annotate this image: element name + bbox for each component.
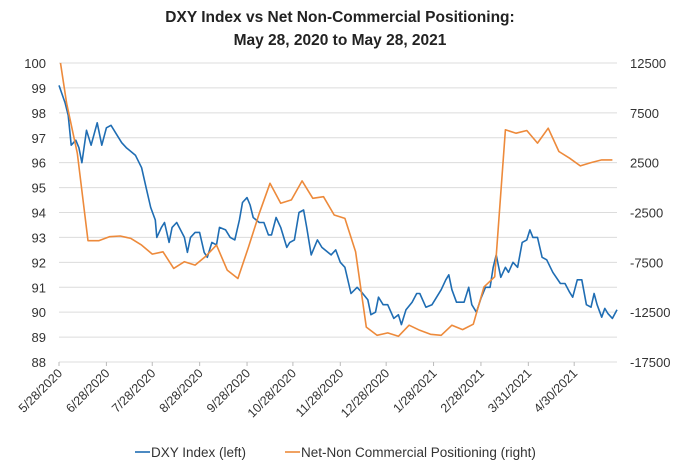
x-tick-label: 7/28/2020 [109, 366, 158, 415]
left-y-tick-label: 96 [32, 156, 46, 171]
left-y-tick-label: 92 [32, 255, 46, 270]
chart-title-line-1: DXY Index vs Net Non-Commercial Position… [165, 9, 515, 26]
right-y-tick-label: 7500 [630, 106, 659, 121]
x-tick-label: 1/28/2021 [390, 366, 439, 415]
left-y-tick-label: 93 [32, 230, 46, 245]
chart-title-line-2: May 28, 2020 to May 28, 2021 [233, 32, 447, 49]
right-y-tick-label: 2500 [630, 156, 659, 171]
left-y-tick-label: 90 [32, 305, 46, 320]
left-y-tick-label: 97 [32, 131, 46, 146]
legend: DXY Index (left) Net-Non Commercial Posit… [135, 445, 536, 460]
x-tick-label: 12/28/2020 [338, 366, 392, 420]
left-y-tick-label: 100 [24, 56, 46, 71]
x-tick-label: 8/28/2020 [157, 366, 206, 415]
right-y-tick-label: -12500 [630, 305, 670, 320]
x-tick-label: 2/28/2021 [438, 366, 487, 415]
legend-label: DXY Index (left) [151, 445, 246, 460]
left-y-axis-ticks: 100 99 98 97 96 95 94 93 92 91 90 89 88 [24, 56, 46, 370]
left-y-tick-label: 91 [32, 280, 46, 295]
x-tick-label: 6/28/2020 [63, 366, 112, 415]
right-y-axis-ticks: 12500 7500 2500 -2500 -7500 -12500 -17500 [630, 56, 670, 370]
series-lines [58, 62, 618, 338]
x-tick-label: 5/28/2020 [16, 366, 65, 415]
left-y-tick-label: 89 [32, 330, 46, 345]
right-y-tick-label: -7500 [630, 255, 663, 270]
dxy-index-line [58, 85, 618, 326]
x-tick-label: 4/30/2021 [531, 366, 580, 415]
x-tick-label: 9/28/2020 [204, 366, 253, 415]
legend-label: Net-Non Commercial Positioning (right) [301, 445, 536, 460]
net-positioning-line [59, 62, 613, 338]
left-y-tick-label: 88 [32, 355, 46, 370]
x-tick-label: 3/31/2021 [485, 366, 534, 415]
right-y-tick-label: 12500 [630, 56, 666, 71]
left-y-tick-label: 95 [32, 181, 46, 196]
left-y-tick-label: 98 [32, 106, 46, 121]
right-y-tick-label: -2500 [630, 206, 663, 221]
left-y-tick-label: 94 [32, 206, 46, 221]
x-tick-label: 10/28/2020 [245, 366, 299, 420]
gridlines [59, 62, 617, 363]
x-axis-ticks: 5/28/20206/28/20207/28/20208/28/20209/28… [16, 362, 580, 420]
left-y-tick-label: 99 [32, 81, 46, 96]
right-y-tick-label: -17500 [630, 355, 670, 370]
